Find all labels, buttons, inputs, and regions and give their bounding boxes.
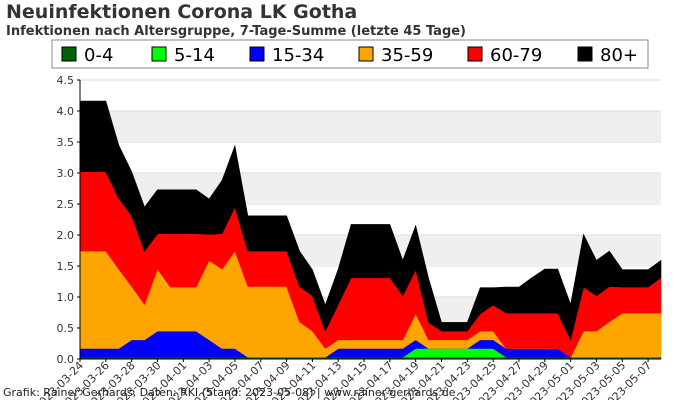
- legend-label-80+: 80+: [600, 45, 638, 66]
- legend: 0-4 5-14 15-34 35-59 60-79 80+: [51, 39, 649, 69]
- legend-label-60-79: 60-79: [490, 45, 542, 66]
- legend-swatch-15-34: [249, 46, 265, 62]
- y-tick-label: 2.5: [57, 198, 75, 211]
- y-tick-label: 2.0: [57, 229, 75, 242]
- y-tick-label: 1.0: [57, 291, 75, 304]
- y-tick-labels: 0.0 0.5 1.0 1.5 2.0 2.5 3.0 3.5 4.0 4.5: [57, 74, 80, 366]
- chart-subtitle: Infektionen nach Altersgruppe, 7-Tage-Su…: [6, 24, 467, 39]
- legend-swatch-80+: [577, 46, 593, 62]
- axes: [79, 80, 661, 360]
- y-tick-label: 3.5: [57, 136, 75, 149]
- y-tick-label: 0.0: [57, 353, 75, 366]
- credit-text: Grafik: Rainer Gerhards, Daten: RKI (Sta…: [3, 386, 456, 399]
- legend-swatch-0-4: [61, 46, 77, 62]
- legend-label-35-59: 35-59: [381, 45, 433, 66]
- area-series: [79, 100, 662, 360]
- legend-swatch-60-79: [467, 46, 483, 62]
- y-tick-label: 4.5: [57, 74, 75, 87]
- y-tick-label: 4.0: [57, 105, 75, 118]
- legend-swatch-5-14: [151, 46, 167, 62]
- y-tick-label: 0.5: [57, 322, 75, 335]
- legend-swatch-35-59: [358, 46, 374, 62]
- y-tick-label: 1.5: [57, 260, 75, 273]
- legend-label-5-14: 5-14: [174, 45, 215, 66]
- grid-band: [80, 111, 661, 142]
- y-tick-label: 3.0: [57, 167, 75, 180]
- legend-label-15-34: 15-34: [272, 45, 324, 66]
- chart-title: Neuinfektionen Corona LK Gotha: [6, 1, 358, 23]
- legend-label-0-4: 0-4: [84, 45, 113, 66]
- legend-box: [51, 39, 649, 69]
- area-series-80+: [79, 100, 662, 341]
